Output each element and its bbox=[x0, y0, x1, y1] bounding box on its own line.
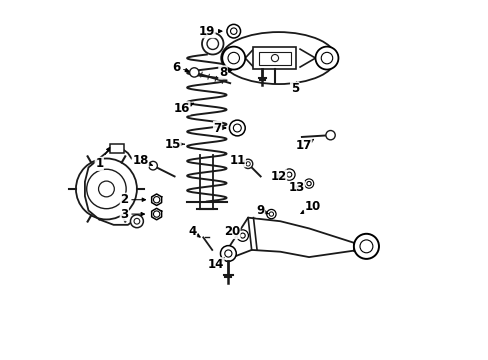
Circle shape bbox=[266, 210, 276, 219]
Text: 17: 17 bbox=[295, 139, 313, 152]
Circle shape bbox=[220, 246, 236, 261]
Circle shape bbox=[283, 169, 294, 180]
Circle shape bbox=[325, 131, 335, 140]
Text: 15: 15 bbox=[164, 138, 184, 150]
Circle shape bbox=[202, 33, 223, 54]
Circle shape bbox=[222, 46, 244, 69]
Text: 4: 4 bbox=[188, 225, 200, 238]
Text: 13: 13 bbox=[288, 181, 304, 194]
Text: 10: 10 bbox=[301, 201, 320, 213]
Text: 18: 18 bbox=[132, 154, 152, 167]
Circle shape bbox=[130, 215, 143, 228]
Text: 14: 14 bbox=[207, 257, 224, 271]
Circle shape bbox=[243, 159, 252, 168]
Text: 7: 7 bbox=[213, 122, 225, 135]
Text: 1: 1 bbox=[95, 148, 109, 170]
Circle shape bbox=[153, 211, 160, 217]
Text: 12: 12 bbox=[270, 170, 286, 183]
Text: 11: 11 bbox=[229, 154, 246, 167]
Text: 19: 19 bbox=[198, 25, 222, 38]
Circle shape bbox=[304, 179, 313, 188]
Circle shape bbox=[226, 24, 240, 38]
Text: 6: 6 bbox=[172, 60, 188, 73]
Text: 20: 20 bbox=[224, 225, 240, 238]
Circle shape bbox=[353, 234, 378, 259]
FancyBboxPatch shape bbox=[253, 47, 296, 69]
Circle shape bbox=[189, 68, 199, 77]
Circle shape bbox=[315, 46, 338, 69]
Circle shape bbox=[153, 197, 160, 203]
Text: 8: 8 bbox=[219, 66, 231, 79]
FancyBboxPatch shape bbox=[110, 144, 124, 153]
Text: 3: 3 bbox=[120, 208, 144, 221]
Circle shape bbox=[229, 120, 244, 136]
Text: 5: 5 bbox=[290, 81, 298, 95]
Text: 16: 16 bbox=[173, 102, 193, 115]
Text: 9: 9 bbox=[256, 204, 267, 217]
Circle shape bbox=[237, 230, 248, 241]
Text: 2: 2 bbox=[120, 193, 145, 206]
Circle shape bbox=[76, 158, 137, 220]
Circle shape bbox=[148, 161, 157, 170]
